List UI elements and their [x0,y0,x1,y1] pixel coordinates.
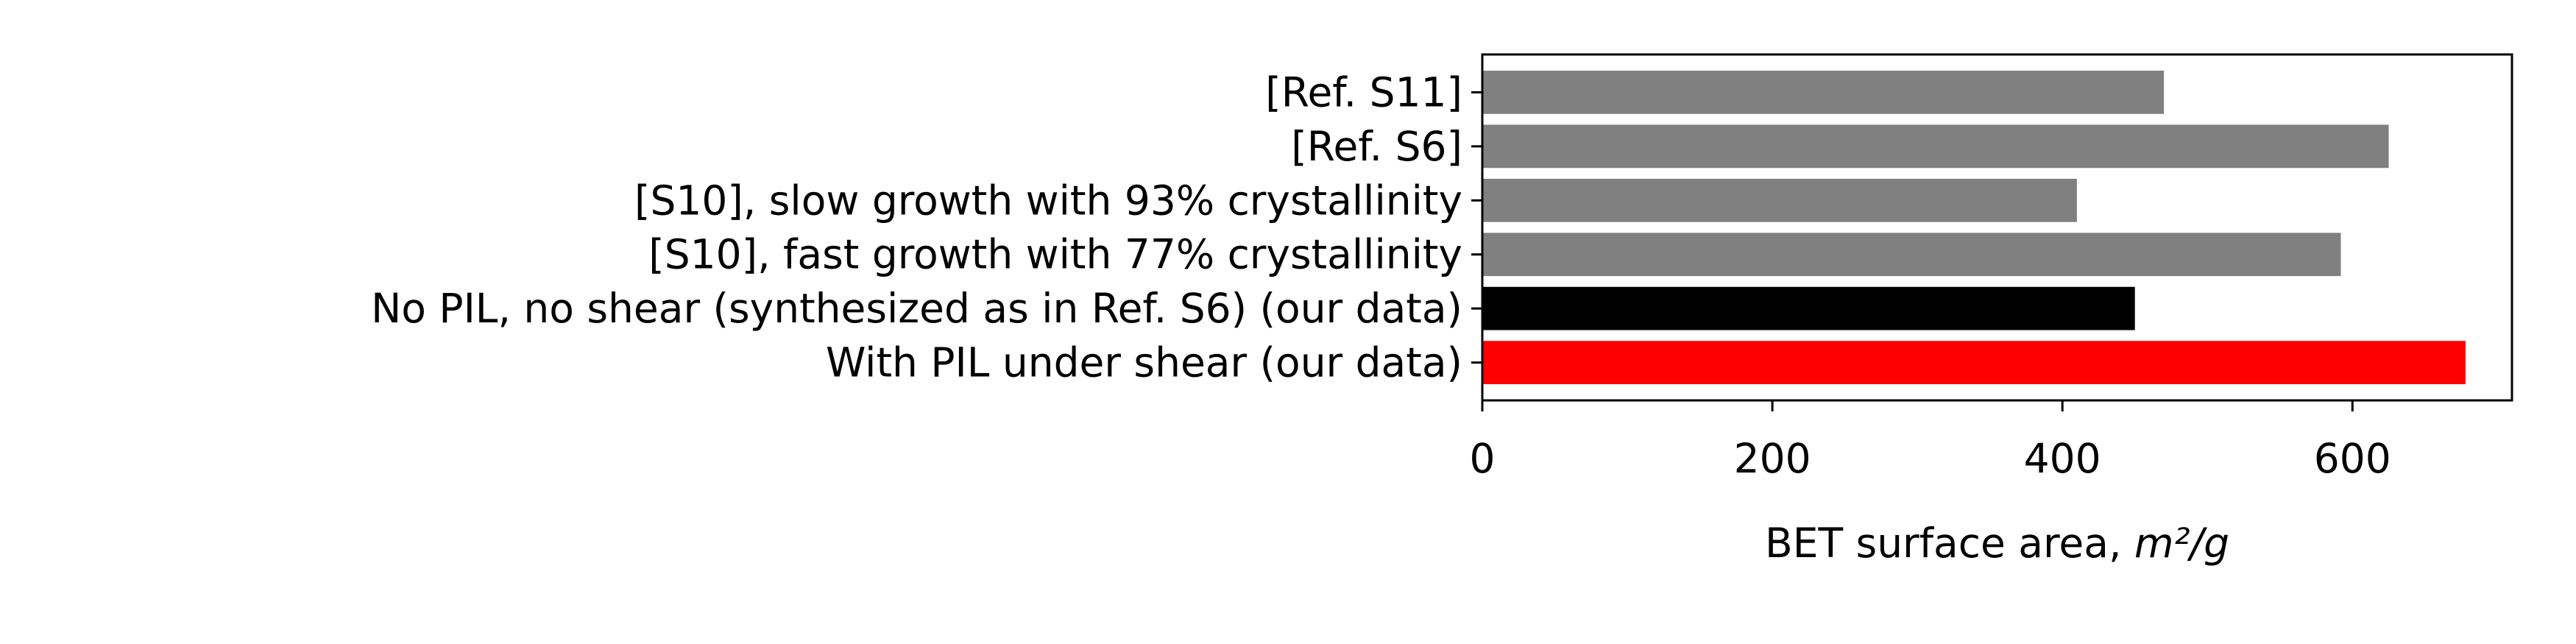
x-axis-label-unit: m²/g [2134,520,2229,567]
bar-3 [1482,233,2341,277]
x-tick-label-3: 600 [2314,435,2391,482]
bars-group [1482,71,2466,384]
x-axis-label: BET surface area, m²/g [1765,520,2229,567]
plot-frame [1481,53,2513,402]
x-axis: 0 200 400 600 [1470,400,2391,482]
bar-5 [1482,341,2466,384]
bar-4 [1482,286,2135,330]
y-tick-label-3: [S10], fast growth with 77% crystallinit… [648,231,1462,278]
bar-2 [1482,178,2077,222]
y-tick-label-1: [Ref. S6] [1291,123,1462,170]
x-tick-label-1: 200 [1734,435,1811,482]
x-tick-label-0: 0 [1470,435,1496,482]
y-tick-label-2: [S10], slow growth with 93% crystallinit… [634,177,1462,224]
x-tick-label-2: 400 [2024,435,2101,482]
y-axis: [Ref. S11] [Ref. S6] [S10], slow growth wi… [371,68,1482,386]
bar-0 [1482,71,2165,114]
y-tick-label-5: With PIL under shear (our data) [826,339,1462,386]
bar-1 [1482,124,2389,169]
x-axis-label-text: BET surface area, [1765,520,2134,567]
y-tick-label-0: [Ref. S11] [1265,68,1462,116]
y-tick-label-4: No PIL, no shear (synthesized as in Ref.… [371,285,1462,332]
